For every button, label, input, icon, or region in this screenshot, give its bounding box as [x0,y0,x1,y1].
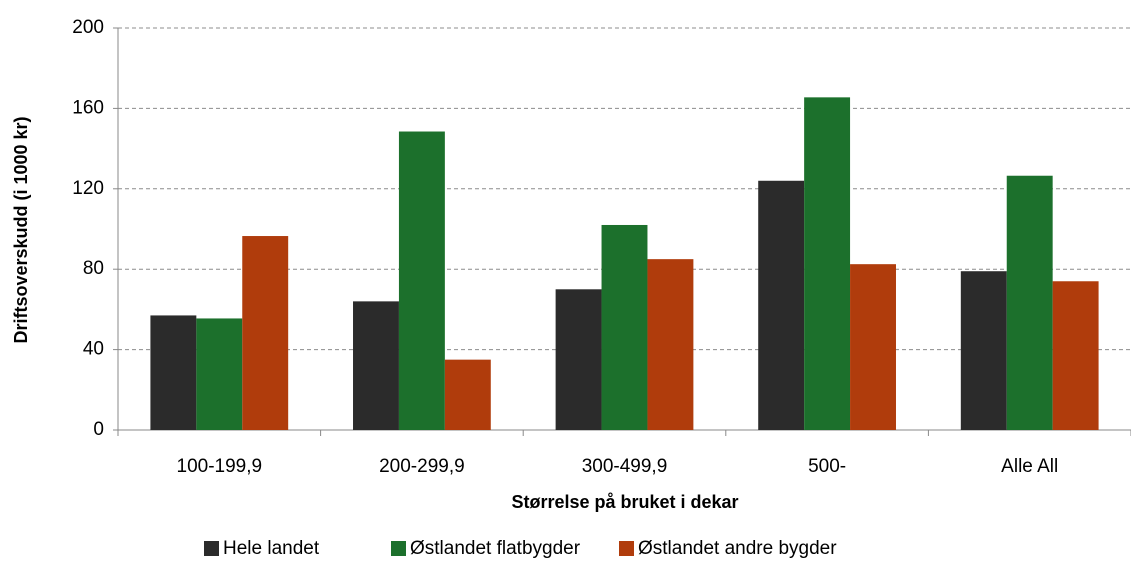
y-tick-label: 200 [72,17,104,38]
y-tick-label: 120 [72,178,104,199]
legend-label: Hele landet [223,538,320,559]
x-tick-label: Alle All [1001,456,1058,477]
y-tick-label: 80 [83,258,104,279]
bar [444,359,491,430]
bar [398,131,445,430]
x-tick-label: 100-199,9 [177,456,263,477]
legend-swatch [391,541,406,556]
bar [150,315,197,430]
x-tick-label: 200-299,9 [379,456,465,477]
bar [960,271,1007,430]
y-tick-label: 40 [83,339,104,360]
legend-label: Østlandet flatbygder [410,538,581,559]
y-axis-title: Driftsoverskudd (i 1000 kr) [11,116,31,343]
bar [353,301,399,430]
bar [196,318,243,430]
bar [1006,175,1053,430]
legend-label: Østlandet andre bygder [638,538,837,559]
bar [647,259,694,430]
bar [758,180,805,430]
bar [601,224,648,430]
legend-swatch [619,541,634,556]
x-tick-label: 500- [808,456,846,477]
bar [242,236,289,430]
legend-swatch [204,541,219,556]
x-axis-title: Størrelse på bruket i dekar [511,492,738,512]
bar [1052,281,1099,430]
bar [804,97,851,430]
y-tick-label: 160 [72,97,104,118]
bar [850,264,896,430]
bar [555,289,602,430]
x-tick-label: 300-499,9 [582,456,668,477]
y-tick-label: 0 [93,419,104,440]
